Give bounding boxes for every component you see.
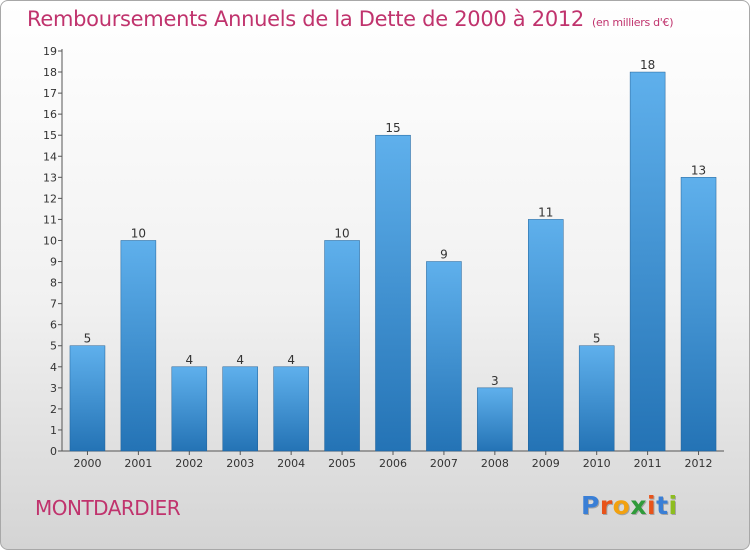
logo-letter: P xyxy=(581,491,600,520)
data-label-2008: 3 xyxy=(491,374,499,388)
data-label-2006: 15 xyxy=(385,121,400,135)
y-tick-label: 11 xyxy=(43,213,57,226)
y-tick-label: 7 xyxy=(50,298,57,311)
chart-title: Remboursements Annuels de la Dette de 20… xyxy=(27,7,673,31)
x-tick-label-2002: 2002 xyxy=(175,457,203,470)
bar-2006 xyxy=(375,134,411,452)
bar-2004 xyxy=(273,366,309,452)
x-tick-label-2001: 2001 xyxy=(124,457,152,470)
bar-2009 xyxy=(528,219,564,452)
data-label-2001: 10 xyxy=(131,226,146,240)
data-label-2005: 10 xyxy=(334,226,349,240)
place-name: MONTDARDIER xyxy=(35,496,181,520)
data-label-2000: 5 xyxy=(84,332,92,346)
y-tick-label: 1 xyxy=(50,424,57,437)
x-tick-label-2007: 2007 xyxy=(430,457,458,470)
bar-2007 xyxy=(426,261,462,452)
y-tick-label: 5 xyxy=(50,340,57,353)
logo-letter: x xyxy=(630,491,647,520)
x-tick-label-2006: 2006 xyxy=(379,457,407,470)
chart-title-text: Remboursements Annuels de la Dette de 20… xyxy=(27,7,584,31)
y-tick-label: 10 xyxy=(43,234,57,247)
data-label-2010: 5 xyxy=(593,332,601,346)
data-label-2011: 18 xyxy=(640,58,655,72)
logo-letter: r xyxy=(599,491,613,520)
logo-letter: i xyxy=(647,491,657,520)
proxiti-logo: Proxiti xyxy=(581,491,678,520)
y-tick-label: 8 xyxy=(50,277,57,290)
bar-2001 xyxy=(120,240,157,452)
y-tick-label: 0 xyxy=(50,445,57,458)
y-tick-label: 3 xyxy=(50,382,57,395)
data-label-2003: 4 xyxy=(236,353,244,367)
data-label-2004: 4 xyxy=(287,353,295,367)
data-labels: 5 10 4 4 4 10 15 9 3 11 5 18 13 xyxy=(84,58,707,388)
data-label-2009: 11 xyxy=(538,205,553,219)
y-tick-label: 19 xyxy=(43,45,57,58)
data-label-2007: 9 xyxy=(440,248,448,262)
bar-2008 xyxy=(477,387,513,452)
y-tick-label: 15 xyxy=(43,129,57,142)
bar-2002 xyxy=(171,366,208,452)
y-tick-label: 2 xyxy=(50,403,57,416)
bar-2012 xyxy=(680,177,717,452)
data-label-2012: 13 xyxy=(691,163,706,177)
chart-subtitle: (en milliers d'€) xyxy=(592,16,674,29)
y-tick-label: 18 xyxy=(43,66,57,79)
y-tick-label: 6 xyxy=(50,319,57,332)
y-tick-label: 17 xyxy=(43,87,57,100)
bar-2011 xyxy=(629,71,666,452)
logo-letter: o xyxy=(612,491,631,520)
x-tick-label-2008: 2008 xyxy=(481,457,509,470)
data-label-2002: 4 xyxy=(185,353,193,367)
y-tick-label: 13 xyxy=(43,171,57,184)
y-tick-label: 4 xyxy=(50,361,57,374)
y-tick-label: 14 xyxy=(43,150,57,163)
x-tick-label-2009: 2009 xyxy=(532,457,560,470)
bars xyxy=(69,71,717,452)
x-axis: 2000 2001 2002 2003 2004 2005 2006 2007 2008 2009… xyxy=(62,450,724,470)
x-tick-label-2010: 2010 xyxy=(583,457,611,470)
y-tick-label: 16 xyxy=(43,108,57,121)
logo-letter: i xyxy=(668,491,678,520)
x-tick-label-2004: 2004 xyxy=(277,457,305,470)
bar-2000 xyxy=(69,345,106,452)
y-tick-label: 12 xyxy=(43,192,57,205)
x-tick-label-2000: 2000 xyxy=(73,457,101,470)
x-tick-label-2005: 2005 xyxy=(328,457,356,470)
bar-2005 xyxy=(324,240,360,452)
y-tick-label: 9 xyxy=(50,256,57,269)
x-tick-label-2011: 2011 xyxy=(634,457,662,470)
bar-2003 xyxy=(222,366,258,452)
logo-letter: t xyxy=(656,491,669,520)
bar-2010 xyxy=(578,345,615,452)
x-tick-label-2003: 2003 xyxy=(226,457,254,470)
x-tick-label-2012: 2012 xyxy=(685,457,713,470)
